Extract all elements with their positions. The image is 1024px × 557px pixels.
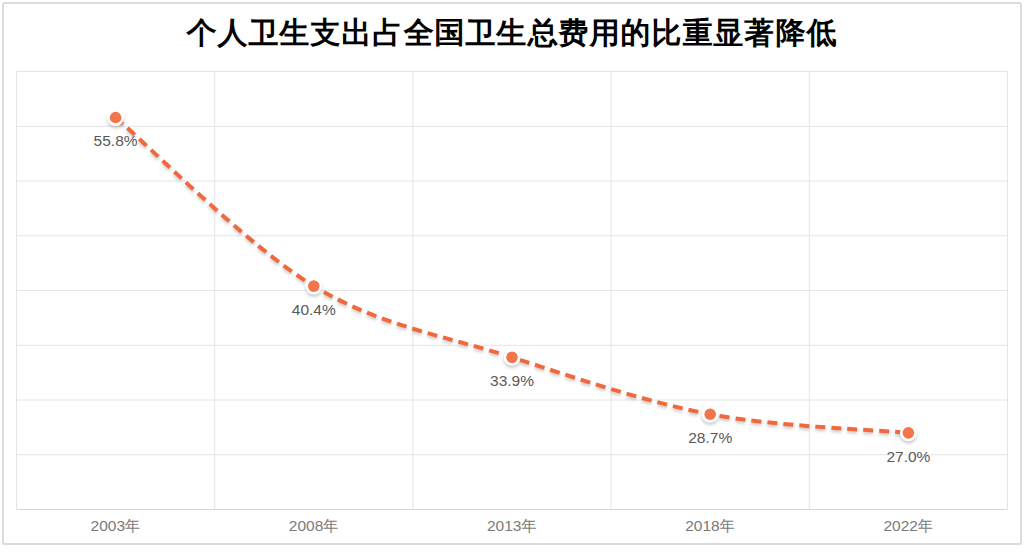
marker-core xyxy=(903,427,915,439)
chart-labels: 55.8% 40.4% 33.9% 28.7% 27.0% 2003年 2008年 2013年… xyxy=(91,132,934,534)
data-point-marker xyxy=(504,349,521,366)
data-point-marker xyxy=(900,424,917,441)
point-value-label: 40.4% xyxy=(292,301,336,318)
data-point-marker xyxy=(107,109,124,126)
line-chart-canvas: 55.8% 40.4% 33.9% 28.7% 27.0% 2003年 2008年 2013年… xyxy=(0,0,1024,557)
marker-core xyxy=(506,351,518,363)
x-axis-category-label: 2008年 xyxy=(289,517,339,534)
data-point-marker xyxy=(702,406,719,423)
x-axis-category-label: 2003年 xyxy=(91,517,141,534)
data-point-marker xyxy=(305,278,322,295)
point-value-label: 55.8% xyxy=(94,132,138,149)
point-value-label: 28.7% xyxy=(688,429,732,446)
point-value-label: 33.9% xyxy=(490,372,534,389)
chart-series xyxy=(107,109,917,441)
chart-gridlines xyxy=(17,72,1008,510)
x-axis-category-label: 2018年 xyxy=(685,517,735,534)
x-axis-category-label: 2022年 xyxy=(883,517,933,534)
marker-core xyxy=(704,408,716,420)
marker-core xyxy=(308,280,320,292)
point-value-label: 27.0% xyxy=(886,448,930,465)
marker-core xyxy=(110,112,122,124)
x-axis-category-label: 2013年 xyxy=(487,517,537,534)
